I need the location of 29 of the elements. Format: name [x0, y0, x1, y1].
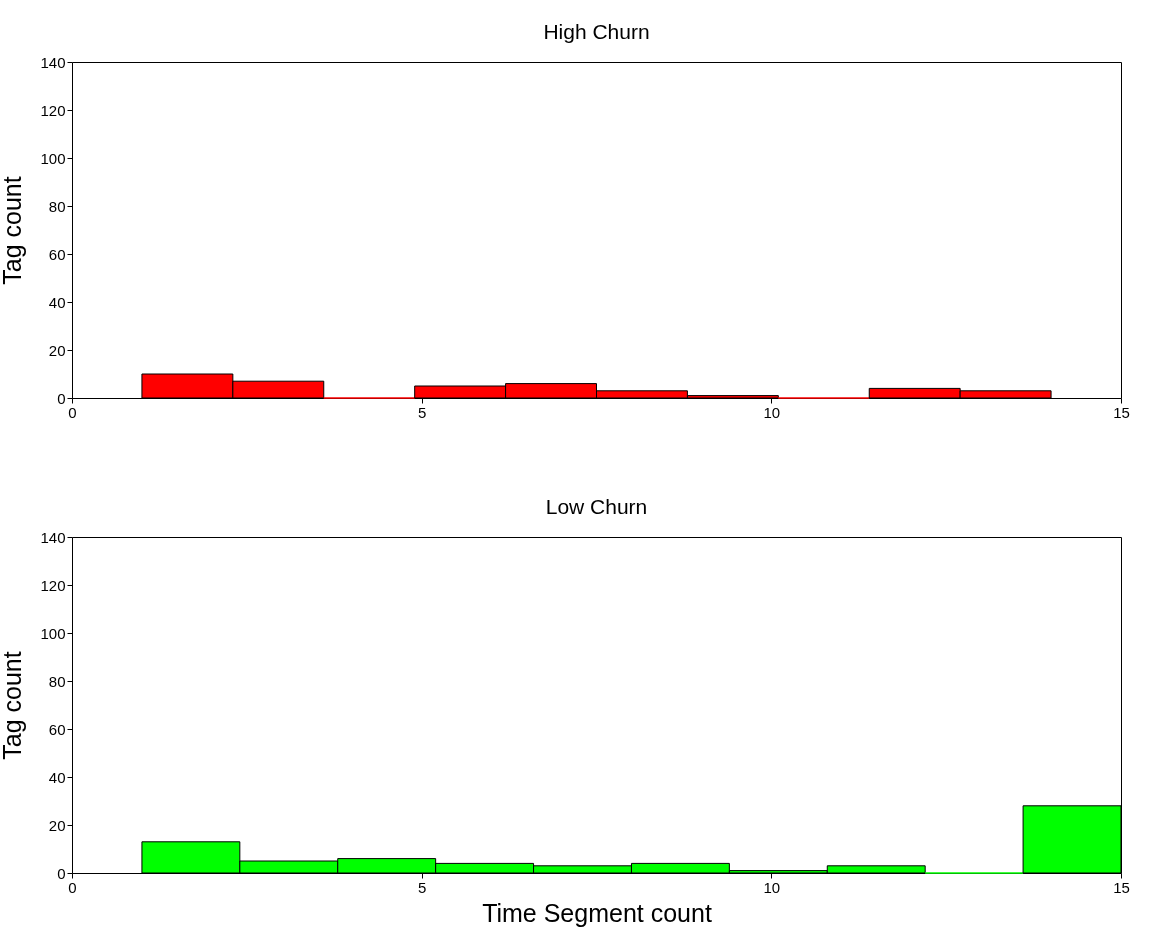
y-tick-label: 80	[48, 672, 66, 690]
y-tick-label: 40	[48, 293, 66, 311]
x-tick-label: 10	[763, 878, 781, 896]
y-tick-label: 40	[48, 768, 66, 786]
y-tick-label: 20	[48, 341, 66, 359]
x-tick-label: 5	[417, 878, 427, 896]
y-tick-label: 20	[48, 816, 66, 834]
y-tick-label: 100	[40, 624, 66, 642]
y-tick-label: 140	[40, 528, 66, 546]
chart-title: Low Churn	[545, 495, 648, 518]
y-tick-label: 120	[40, 576, 66, 594]
x-axis-title: Time Segment count	[482, 898, 712, 927]
x-tick-label: 0	[68, 403, 77, 421]
y-tick-label: 140	[40, 53, 66, 71]
x-tick-label: 5	[417, 403, 427, 421]
y-tick-label: 80	[48, 197, 66, 215]
y-axis-title: Tag count	[0, 176, 27, 285]
y-tick-label: 0	[57, 389, 66, 407]
chart-title: High Churn	[543, 20, 650, 43]
y-tick-label: 0	[57, 864, 66, 882]
x-tick-label: 10	[763, 403, 781, 421]
y-tick-label: 60	[48, 245, 66, 263]
y-tick-label: 60	[48, 720, 66, 738]
y-tick-label: 120	[40, 101, 66, 119]
y-axis-title: Tag count	[0, 651, 27, 760]
x-tick-label: 15	[1113, 878, 1130, 896]
y-tick-label: 100	[40, 149, 66, 167]
x-tick-label: 0	[68, 878, 77, 896]
x-tick-label: 15	[1113, 403, 1130, 421]
